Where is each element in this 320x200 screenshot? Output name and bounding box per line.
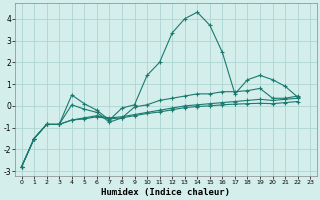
X-axis label: Humidex (Indice chaleur): Humidex (Indice chaleur) — [101, 188, 230, 197]
